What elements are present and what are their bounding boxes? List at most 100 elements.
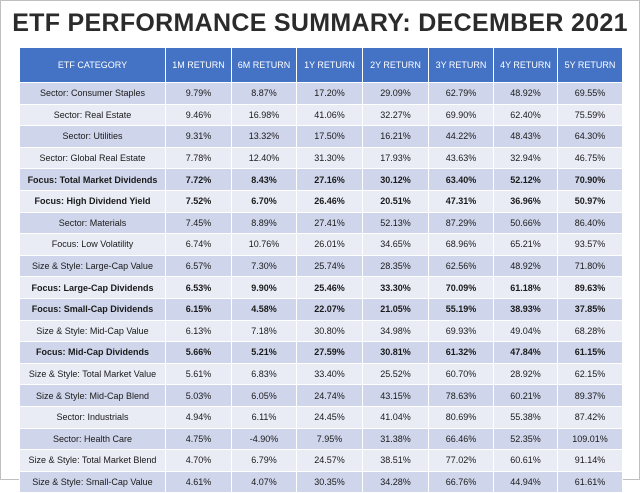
column-header-4y: 4Y RETURN [493,48,558,83]
cell-2y-return: 31.38% [362,427,429,451]
table-row: Focus: Mid-Cap Dividends 5.66% 5.21% 27.59%… [19,341,623,364]
cell-2y-return: 38.51% [362,449,429,472]
cell-2y-return: 34.98% [362,319,429,343]
table-row: Size & Style: Mid-Cap Blend 5.03% 6.05% 24.… [19,384,623,407]
cell-6m-return: 6.11% [231,405,297,429]
cell-category: Focus: Mid-Cap Dividends [19,341,166,364]
cell-4y-return: 48.92% [493,254,558,278]
cell-1y-return: 26.01% [296,233,363,256]
cell-1m-return: 6.15% [165,297,232,321]
cell-3y-return: 80.69% [428,405,494,429]
page-title: ETF PERFORMANCE SUMMARY: DECEMBER 2021 [12,9,628,37]
cell-4y-return: 52.35% [493,427,558,451]
cell-3y-return: 68.96% [428,233,494,256]
column-header-5y: 5Y RETURN [557,48,623,83]
cell-2y-return: 34.28% [362,470,429,493]
column-header-1m: 1M RETURN [165,48,232,83]
cell-6m-return: 4.07% [231,470,297,493]
cell-category: Sector: Real Estate [19,103,166,127]
cell-4y-return: 36.96% [493,189,558,213]
cell-1y-return: 25.46% [296,276,363,299]
cell-5y-return: 75.59% [557,103,623,127]
cell-5y-return: 91.14% [557,449,623,472]
table-row: Sector: Utilities 9.31% 13.32% 17.50% 16.21%… [19,125,623,148]
cell-2y-return: 30.12% [362,168,429,191]
cell-4y-return: 47.84% [493,341,558,364]
cell-2y-return: 41.04% [362,405,429,429]
cell-6m-return: 7.18% [231,319,297,343]
cell-1y-return: 7.95% [296,427,363,451]
cell-6m-return: 16.98% [231,103,297,127]
table-row: Sector: Real Estate 9.46% 16.98% 41.06% 32.2… [19,103,623,127]
cell-1y-return: 31.30% [296,146,363,170]
cell-category: Size & Style: Mid-Cap Value [19,319,166,343]
cell-category: Size & Style: Large-Cap Value [19,254,166,278]
column-header-3y: 3Y RETURN [428,48,494,83]
cell-6m-return: 13.32% [231,125,297,148]
table-row: Focus: Large-Cap Dividends 6.53% 9.90% 25.4… [19,276,623,299]
cell-1y-return: 26.46% [296,189,363,213]
cell-2y-return: 52.13% [362,211,429,235]
cell-2y-return: 30.81% [362,341,429,364]
cell-1m-return: 4.75% [165,427,232,451]
cell-4y-return: 60.61% [493,449,558,472]
table-row: Focus: Small-Cap Dividends 6.15% 4.58% 22.0… [19,297,623,321]
cell-5y-return: 69.55% [557,82,623,105]
cell-5y-return: 68.28% [557,319,623,343]
cell-2y-return: 29.09% [362,82,429,105]
cell-category: Focus: Large-Cap Dividends [19,276,166,299]
cell-5y-return: 87.42% [557,405,623,429]
cell-3y-return: 47.31% [428,189,494,213]
cell-1m-return: 4.61% [165,470,232,493]
cell-1m-return: 7.52% [165,189,232,213]
cell-6m-return: 9.90% [231,276,297,299]
column-header-2y: 2Y RETURN [362,48,429,83]
cell-2y-return: 43.15% [362,384,429,407]
cell-category: Focus: Small-Cap Dividends [19,297,166,321]
cell-6m-return: 10.76% [231,233,297,256]
cell-5y-return: 64.30% [557,125,623,148]
cell-3y-return: 62.79% [428,82,494,105]
cell-1y-return: 17.50% [296,125,363,148]
table-row: Focus: Total Market Dividends 7.72% 8.43% 2… [19,168,623,191]
cell-1y-return: 30.35% [296,470,363,493]
cell-6m-return: 12.40% [231,146,297,170]
cell-category: Sector: Materials [19,211,166,235]
cell-2y-return: 32.27% [362,103,429,127]
cell-category: Sector: Global Real Estate [19,146,166,170]
cell-1y-return: 27.41% [296,211,363,235]
cell-category: Size & Style: Mid-Cap Blend [19,384,166,407]
cell-4y-return: 55.38% [493,405,558,429]
cell-2y-return: 21.05% [362,297,429,321]
cell-3y-return: 62.56% [428,254,494,278]
cell-3y-return: 70.09% [428,276,494,299]
table-body: Sector: Consumer Staples 9.79% 8.87% 17.20%… [19,82,623,493]
cell-category: Focus: High Dividend Yield [19,189,166,213]
cell-3y-return: 66.76% [428,470,494,493]
cell-1m-return: 9.31% [165,125,232,148]
cell-5y-return: 37.85% [557,297,623,321]
cell-category: Focus: Total Market Dividends [19,168,166,191]
cell-5y-return: 89.37% [557,384,623,407]
cell-2y-return: 33.30% [362,276,429,299]
cell-6m-return: 6.79% [231,449,297,472]
cell-1y-return: 27.59% [296,341,363,364]
cell-category: Size & Style: Small-Cap Value [19,470,166,493]
etf-performance-table: ETF CATEGORY 1M RETURN 6M RETURN 1Y RETU… [19,48,623,493]
table-row: Sector: Health Care 4.75% -4.90% 7.95% 31.38… [19,427,623,451]
cell-2y-return: 20.51% [362,189,429,213]
cell-category: Sector: Industrials [19,405,166,429]
table-row: Size & Style: Mid-Cap Value 6.13% 7.18% 30.… [19,319,623,343]
cell-3y-return: 69.93% [428,319,494,343]
cell-1m-return: 9.46% [165,103,232,127]
cell-1y-return: 30.80% [296,319,363,343]
cell-6m-return: 6.83% [231,362,297,386]
cell-3y-return: 55.19% [428,297,494,321]
cell-4y-return: 65.21% [493,233,558,256]
cell-6m-return: 6.70% [231,189,297,213]
cell-category: Size & Style: Total Market Value [19,362,166,386]
cell-5y-return: 89.63% [557,276,623,299]
cell-4y-return: 52.12% [493,168,558,191]
cell-category: Focus: Low Volatility [19,233,166,256]
cell-category: Sector: Consumer Staples [19,82,166,105]
